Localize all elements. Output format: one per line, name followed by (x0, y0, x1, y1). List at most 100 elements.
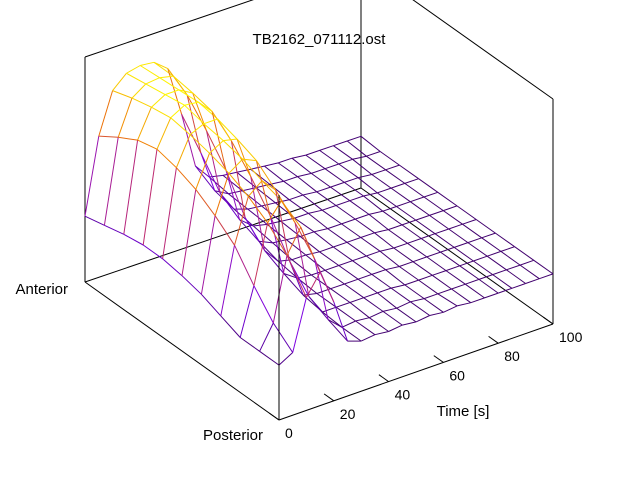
x-tick-mark (433, 355, 444, 363)
surface-segment (410, 301, 430, 316)
surface-segment (319, 246, 334, 253)
surface-segment (500, 246, 515, 252)
surface-segment (214, 190, 229, 195)
surface-segment (200, 152, 216, 191)
surface-segment (363, 292, 378, 299)
chart-title: TB2162_071112.ost (253, 31, 387, 48)
surface-segment (250, 165, 265, 170)
surface-segment (363, 192, 378, 197)
surface-segment (261, 202, 276, 207)
surface-segment (316, 186, 331, 193)
surface-segment (338, 158, 353, 165)
surface-segment (432, 270, 447, 276)
surface-segment (84, 215, 105, 226)
surface-segment (390, 287, 411, 303)
surface-segment (200, 215, 216, 295)
surface-segment (261, 205, 282, 222)
x-tick-label: 40 (395, 387, 411, 403)
surface-segment (313, 258, 329, 320)
surface-segment (401, 224, 422, 239)
surface-segment (344, 283, 364, 299)
surface-segment (357, 273, 372, 280)
surface-segment (462, 223, 482, 239)
surface-segment (247, 180, 263, 197)
surface-segment (368, 214, 389, 230)
surface-segment (175, 134, 191, 168)
surface-segment (459, 265, 480, 280)
surface-segment (170, 117, 191, 136)
surface-segment (369, 310, 384, 319)
x-tick-label: 20 (340, 406, 356, 422)
surface-segment (404, 284, 425, 300)
surface-segment (418, 274, 433, 281)
surface-segment (330, 186, 351, 202)
surface-segment (297, 274, 312, 279)
surface-segment (352, 260, 373, 275)
surface-segment (498, 287, 513, 294)
surface-segment (355, 213, 370, 220)
surface-segment (319, 251, 340, 266)
surface-segment (247, 196, 269, 224)
surface-segment (354, 218, 375, 234)
surface-segment (486, 255, 507, 271)
surface-segment (379, 250, 400, 267)
surface-segment (244, 217, 265, 251)
surface-segment (151, 106, 171, 119)
surface-segment (462, 219, 477, 225)
surface-segment (382, 307, 397, 312)
y-far-label: Anterior (15, 281, 68, 298)
surface-segment (410, 196, 425, 203)
surface-segment (214, 215, 235, 246)
surface-segment (159, 77, 180, 91)
surface-segment (223, 138, 238, 142)
surface-segment (258, 240, 273, 244)
x-axis-label: Time [s] (437, 403, 490, 420)
surface-segment (327, 223, 342, 230)
surface-segment (481, 237, 502, 252)
surface-segment (267, 222, 288, 256)
surface-segment (363, 297, 384, 312)
surface-segment (346, 237, 361, 243)
surface-segment (302, 194, 323, 211)
surface-segment (487, 250, 502, 257)
surface-segment (360, 334, 376, 342)
surface-segment (467, 242, 488, 257)
surface-segment (319, 272, 335, 303)
surface-segment (186, 94, 207, 131)
surface-segment (137, 139, 158, 150)
surface-segment (357, 278, 378, 294)
surface-segment (338, 260, 353, 266)
surface-segment (336, 302, 351, 308)
surface-segment (275, 190, 290, 261)
surface-segment (393, 242, 408, 249)
surface-segment (360, 237, 381, 252)
surface-segment (360, 232, 375, 238)
surface-segment (525, 278, 540, 284)
surface-segment (255, 160, 277, 191)
surface-segment (470, 297, 485, 304)
surface-segment (451, 288, 472, 304)
surface-segment (217, 118, 238, 140)
surface-segment (123, 140, 139, 235)
surface-segment (195, 165, 216, 192)
surface-segment (178, 89, 193, 94)
surface-segment (172, 75, 188, 96)
surface-segment (429, 210, 444, 216)
surface-segment (374, 229, 389, 234)
surface-segment (236, 171, 257, 188)
surface-segment (225, 169, 241, 220)
surface-segment (467, 237, 482, 244)
surface-segment (242, 187, 257, 192)
surface-segment (443, 210, 463, 225)
surface-segment (311, 168, 326, 174)
surface-segment (415, 219, 436, 235)
surface-segment (349, 302, 370, 319)
surface-segment (253, 222, 269, 286)
surface-segment (349, 297, 364, 303)
surface-segment (341, 326, 362, 342)
surface-segment (420, 238, 441, 253)
surface-segment (316, 191, 337, 206)
surface-segment (112, 90, 133, 99)
surface-segment (500, 250, 521, 266)
surface-segment (201, 293, 222, 317)
